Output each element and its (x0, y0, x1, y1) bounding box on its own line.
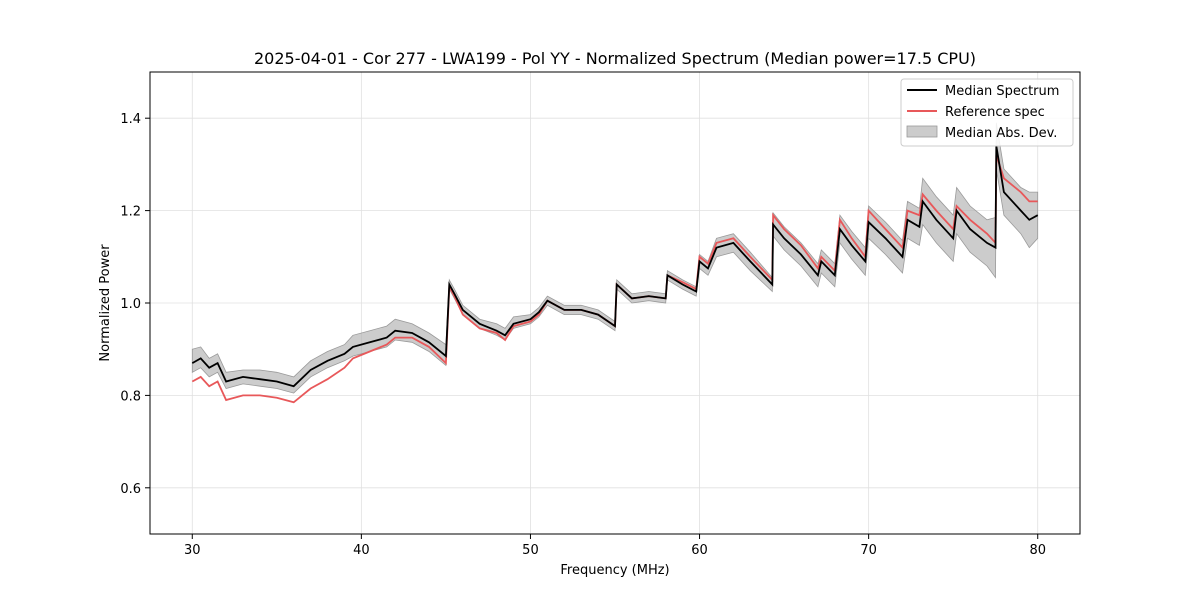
y-tick-label: 1.0 (120, 297, 141, 312)
y-tick-label: 0.6 (120, 482, 141, 497)
median-layer (191, 145, 1039, 388)
mad-band-layer (191, 122, 1039, 394)
y-tick-label: 0.8 (120, 389, 141, 404)
y-tick-label: 1.4 (120, 112, 141, 127)
x-axis: 30 40 50 60 70 80 (184, 534, 1046, 558)
x-tick-label: 50 (522, 543, 539, 558)
legend: Median Spectrum Reference spec Median Ab… (900, 78, 1074, 147)
x-axis-label: Frequency (MHz) (560, 563, 669, 578)
legend-box (900, 78, 1074, 147)
y-axis: 0.6 0.8 1.0 1.2 1.4 (120, 112, 150, 497)
x-tick-label: 30 (184, 543, 201, 558)
legend-median-label: Median Spectrum (945, 84, 1059, 99)
x-tick-label: 80 (1029, 543, 1046, 558)
x-tick-label: 40 (353, 543, 370, 558)
median-spectrum-line (191, 145, 1039, 388)
legend-reference-label: Reference spec (945, 105, 1045, 120)
y-tick-label: 1.2 (120, 205, 141, 220)
x-tick-label: 70 (860, 543, 877, 558)
x-tick-label: 60 (691, 543, 708, 558)
legend-mad-label: Median Abs. Dev. (945, 126, 1057, 141)
chart-title: 2025-04-01 - Cor 277 - LWA199 - Pol YY -… (254, 49, 976, 68)
y-axis-label: Normalized Power (98, 244, 113, 362)
legend-mad-swatch (906, 125, 938, 138)
mad-band (191, 122, 1039, 394)
